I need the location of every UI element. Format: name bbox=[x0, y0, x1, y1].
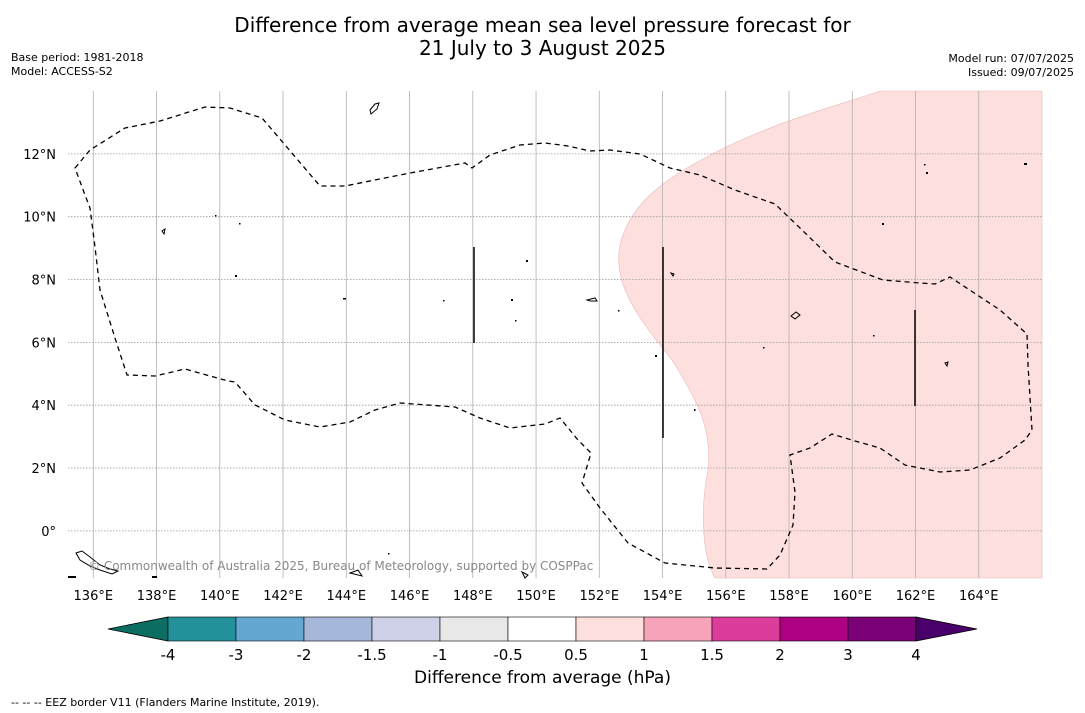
colorbar: -4 -3 -2 -1.5 -1 -0.5 0.5 1 1.5 2 3 4 bbox=[107, 616, 978, 664]
title-line-1: Difference from average mean sea level p… bbox=[234, 13, 851, 37]
x-tick-label: 148°E bbox=[453, 589, 493, 604]
copyright-text: © Commonwealth of Australia 2025, Bureau… bbox=[88, 559, 593, 573]
colorbar-tick-label: -1 bbox=[433, 646, 448, 664]
colorbar-segment bbox=[507, 616, 577, 642]
colorbar-tick-label: -1.5 bbox=[357, 646, 386, 664]
anomaly-region-0-5-to-1 bbox=[618, 90, 1043, 579]
colorbar-tick-label: 2 bbox=[775, 646, 785, 664]
colorbar-segment bbox=[371, 616, 441, 642]
model-run: Model run: 07/07/2025 bbox=[948, 52, 1074, 65]
colorbar-segment bbox=[643, 616, 713, 642]
colorbar-segment bbox=[235, 616, 305, 642]
y-tick-label: 0° bbox=[41, 525, 56, 540]
colorbar-tick-label: -4 bbox=[161, 646, 176, 664]
x-tick-label: 156°E bbox=[706, 589, 746, 604]
colorbar-segment bbox=[779, 616, 849, 642]
colorbar-segment bbox=[167, 616, 237, 642]
y-tick-label: 6°N bbox=[32, 336, 57, 351]
y-tick-label: 4°N bbox=[32, 399, 57, 414]
colorbar-extension-low bbox=[107, 616, 169, 642]
y-tick-label: 2°N bbox=[32, 462, 57, 477]
x-tick-label: 160°E bbox=[832, 589, 872, 604]
colorbar-tick-label: -2 bbox=[297, 646, 312, 664]
x-tick-label: 136°E bbox=[74, 589, 114, 604]
colorbar-segment bbox=[303, 616, 373, 642]
x-tick-label: 164°E bbox=[959, 589, 999, 604]
title-line-2: 21 July to 3 August 2025 bbox=[419, 36, 666, 60]
colorbar-segment bbox=[711, 616, 781, 642]
x-tick-label: 146°E bbox=[390, 589, 430, 604]
colorbar-extension-high bbox=[915, 616, 978, 642]
island-outlines bbox=[75, 102, 949, 579]
map-title: Difference from average mean sea level p… bbox=[0, 14, 1085, 60]
colorbar-tick-label: 4 bbox=[911, 646, 921, 664]
colorbar-tick-label: 0.5 bbox=[564, 646, 588, 664]
x-tick-label: 138°E bbox=[137, 589, 177, 604]
colorbar-segment bbox=[439, 616, 509, 642]
colorbar-tick-label: 1.5 bbox=[700, 646, 724, 664]
y-tick-label: 10°N bbox=[23, 211, 56, 226]
colorbar-title: Difference from average (hPa) bbox=[414, 668, 671, 688]
x-tick-label: 152°E bbox=[580, 589, 620, 604]
y-tick-labels: 12°N 10°N 8°N 6°N 4°N 2°N 0° bbox=[23, 148, 56, 540]
x-tick-label: 150°E bbox=[516, 589, 556, 604]
colorbar-tick-label: -0.5 bbox=[493, 646, 522, 664]
meta-right: Model run: 07/07/2025 Issued: 09/07/2025 bbox=[948, 52, 1074, 80]
eez-border bbox=[74, 106, 1033, 570]
x-tick-label: 158°E bbox=[769, 589, 809, 604]
model-name: Model: ACCESS-S2 bbox=[11, 65, 113, 78]
x-tick-label: 154°E bbox=[643, 589, 683, 604]
island-dots bbox=[68, 163, 1027, 578]
base-period: Base period: 1981-2018 bbox=[11, 51, 144, 64]
meta-left: Base period: 1981-2018 Model: ACCESS-S2 bbox=[11, 51, 143, 79]
graticule bbox=[68, 91, 1042, 578]
x-tick-labels: 136°E 138°E 140°E 142°E 144°E 146°E 148°E 150°E… bbox=[74, 589, 999, 604]
x-tick-label: 142°E bbox=[263, 589, 303, 604]
eez-footnote: -- -- -- EEZ border V11 (Flanders Marine… bbox=[11, 696, 320, 709]
x-tick-label: 144°E bbox=[327, 589, 367, 604]
colorbar-segment bbox=[575, 616, 645, 642]
map-area: © Commonwealth of Australia 2025, Bureau… bbox=[23, 90, 1043, 604]
x-tick-label: 162°E bbox=[896, 589, 936, 604]
y-tick-label: 8°N bbox=[32, 274, 57, 289]
colorbar-tick-label: 1 bbox=[639, 646, 649, 664]
colorbar-tick-label: 3 bbox=[843, 646, 853, 664]
issued-date: Issued: 09/07/2025 bbox=[967, 66, 1074, 79]
colorbar-tick-label: -3 bbox=[229, 646, 244, 664]
boundary-segments bbox=[473, 247, 916, 438]
y-tick-label: 12°N bbox=[23, 148, 56, 163]
colorbar-segment bbox=[847, 616, 917, 642]
x-tick-label: 140°E bbox=[200, 589, 240, 604]
